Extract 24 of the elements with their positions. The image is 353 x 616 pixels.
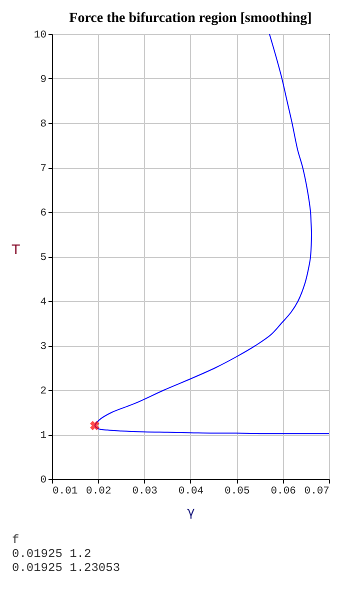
y-tick-label: 10: [34, 30, 46, 42]
y-axis-title: T: [10, 243, 20, 258]
x-tick-label: 0.04: [178, 486, 204, 498]
chart-title: Force the bifurcation region [smoothing]: [69, 11, 312, 26]
x-tick-label: 0.03: [132, 486, 158, 498]
y-tick-label: 0: [40, 474, 46, 486]
text: 0.01925 1.23053: [12, 561, 120, 575]
y-tick-label: 2: [40, 386, 46, 398]
x-tick-label: 0.01: [52, 486, 78, 498]
y-tick-label: 1: [40, 430, 46, 442]
x-tick-label: 0.05: [224, 486, 250, 498]
x-tick-label: 0.07: [304, 486, 330, 498]
y-tick-label: 5: [40, 252, 46, 264]
x-tick-label: 0.02: [86, 486, 112, 498]
x-axis-title: γ: [187, 505, 196, 520]
text: 0.01925 1.2: [12, 547, 92, 561]
y-tick-label: 6: [40, 208, 46, 220]
y-tick-label: 9: [40, 74, 46, 86]
text: f: [12, 533, 20, 547]
x-tick-label: 0.06: [270, 486, 296, 498]
y-tick-label: 8: [40, 118, 46, 130]
y-tick-label: 3: [40, 341, 46, 353]
y-tick-label: 4: [40, 296, 46, 308]
y-tick-label: 7: [40, 163, 46, 175]
